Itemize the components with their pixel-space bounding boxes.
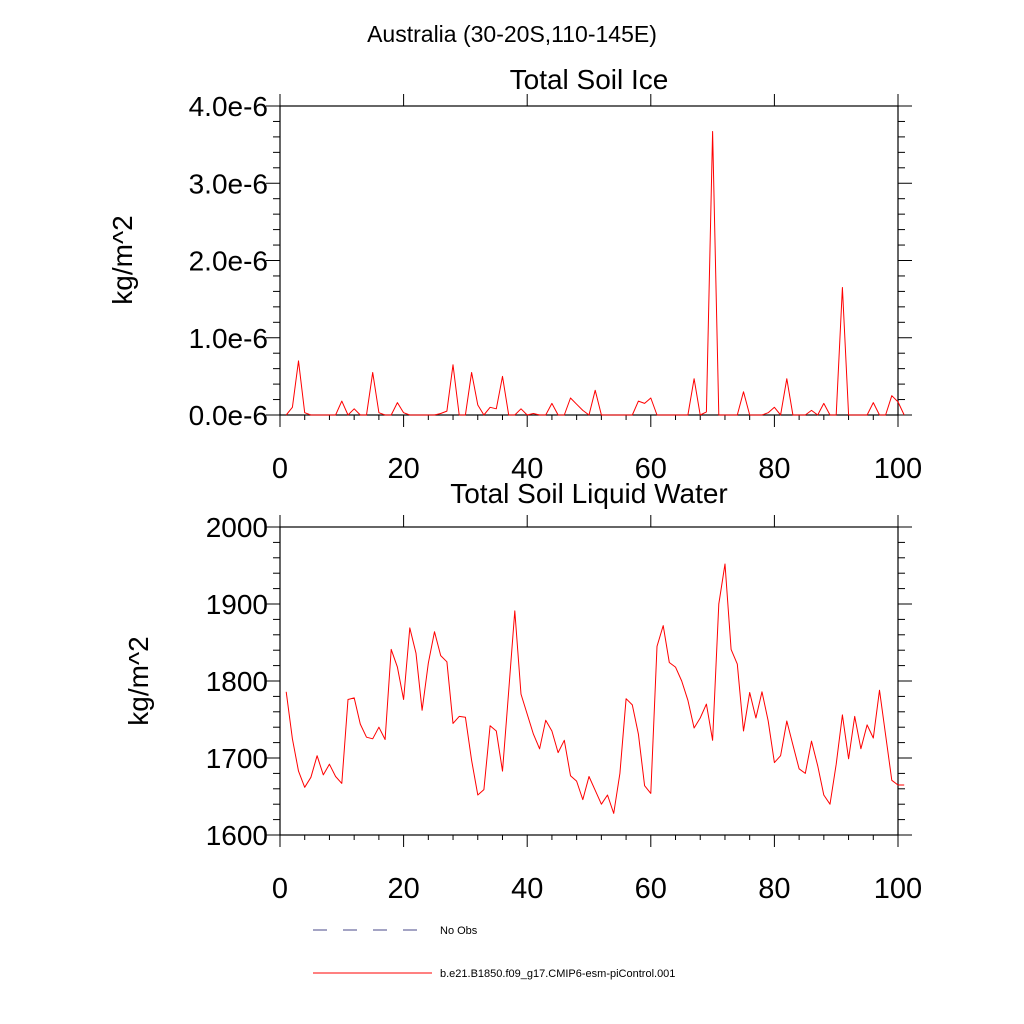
legend-label-1: No Obs <box>440 925 478 937</box>
plot-frame <box>279 526 899 836</box>
y-tick-label: 1.0e-6 <box>189 323 268 354</box>
legend-label-2: b.e21.B1850.f09_g17.CMIP6-esm-piControl.… <box>440 968 675 980</box>
y-tick-label: 1600 <box>206 820 268 851</box>
y-tick-label: 4.0e-6 <box>189 91 268 122</box>
x-tick-label: 0 <box>272 453 288 485</box>
y-tick-label: 2.0e-6 <box>189 246 268 277</box>
y-tick-label: 0.0e-6 <box>189 400 268 431</box>
x-tick-label: 20 <box>387 873 419 905</box>
legend: No Obs b.e21.B1850.f09_g17.CMIP6-esm-piCo… <box>313 925 675 980</box>
chart-title: Total Soil Ice <box>510 64 669 95</box>
y-axis-label: kg/m^2 <box>107 215 138 304</box>
chart-panel-1: Total Soil Ice kg/m^2 0 20 40 60 80 100 0.0e-6 1.… <box>107 64 922 485</box>
x-tick-label: 40 <box>511 873 543 905</box>
plot-frame <box>279 105 899 416</box>
figure-title: Australia (30-20S,110-145E) <box>367 21 657 47</box>
series-line <box>285 131 905 416</box>
y-tick-label: 1800 <box>206 666 268 697</box>
x-tick-label: 60 <box>635 873 667 905</box>
x-tick-label: 60 <box>635 453 667 485</box>
x-tick-label: 20 <box>387 453 419 485</box>
chart-panels: Total Soil Ice kg/m^2 0 20 40 60 80 100 0.0e-6 1.… <box>107 64 922 905</box>
x-tick-label: 40 <box>511 453 543 485</box>
y-axis-label: kg/m^2 <box>123 636 154 725</box>
x-tick-label: 100 <box>874 873 922 905</box>
chart-panel-2: Total Soil Liquid Water kg/m^2 0 20 40 60 80 10… <box>123 478 922 905</box>
x-tick-label: 80 <box>758 453 790 485</box>
y-tick-label: 2000 <box>206 512 268 543</box>
chart-title: Total Soil Liquid Water <box>450 478 728 509</box>
x-tick-label: 100 <box>874 453 922 485</box>
series-line <box>285 563 905 814</box>
x-tick-label: 80 <box>758 873 790 905</box>
y-tick-label: 3.0e-6 <box>189 168 268 199</box>
y-tick-label: 1900 <box>206 589 268 620</box>
y-tick-label: 1700 <box>206 743 268 774</box>
x-tick-label: 0 <box>272 873 288 905</box>
